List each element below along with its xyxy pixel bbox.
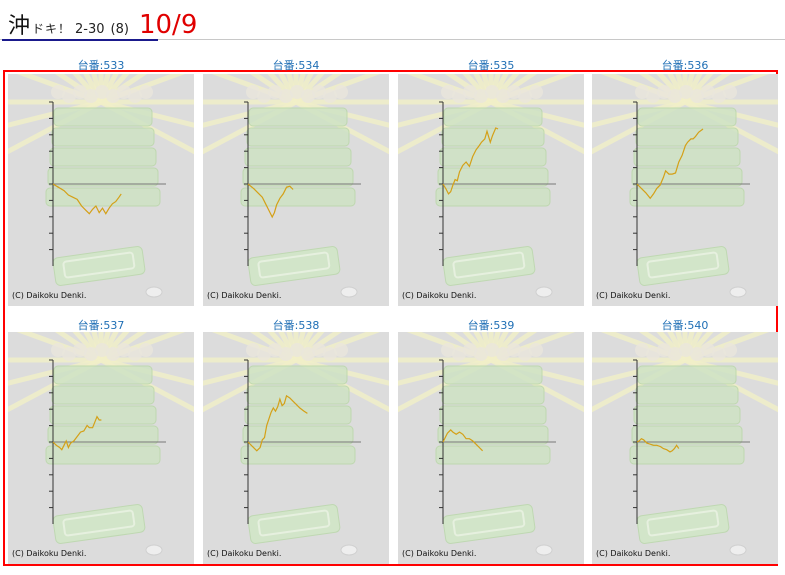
page-title: 沖 ドキ！ 2-30 (8) 10/9 [8, 8, 197, 40]
copyright-text: (C) Daikoku Denki. [12, 549, 87, 558]
slump-graph [8, 332, 194, 556]
slump-graph [8, 74, 194, 298]
date-label: 10/9 [138, 10, 198, 40]
machine-label-535[interactable]: 台番:535 [467, 59, 515, 72]
machine-panel-539[interactable]: (C) Daikoku Denki. [398, 332, 584, 564]
copyright-text: (C) Daikoku Denki. [207, 549, 282, 558]
machine-panel-533[interactable]: (C) Daikoku Denki. [8, 74, 194, 306]
title-main: 沖 [8, 14, 31, 39]
copyright-text: (C) Daikoku Denki. [596, 291, 671, 300]
title-count: (8) [110, 22, 129, 37]
page-header: 沖 ドキ！ 2-30 (8) 10/9 [0, 0, 785, 42]
machine-label-540[interactable]: 台番:540 [661, 319, 709, 332]
slump-graph [203, 332, 389, 556]
machine-label-538[interactable]: 台番:538 [272, 319, 320, 332]
slump-graph [203, 74, 389, 298]
copyright-text: (C) Daikoku Denki. [207, 291, 282, 300]
machine-label-533[interactable]: 台番:533 [77, 59, 125, 72]
machine-label-536[interactable]: 台番:536 [661, 59, 709, 72]
copyright-text: (C) Daikoku Denki. [596, 549, 671, 558]
machine-panel-537[interactable]: (C) Daikoku Denki. [8, 332, 194, 564]
machine-panel-538[interactable]: (C) Daikoku Denki. [203, 332, 389, 564]
header-divider [0, 39, 785, 40]
copyright-text: (C) Daikoku Denki. [402, 291, 477, 300]
copyright-text: (C) Daikoku Denki. [12, 291, 87, 300]
machine-label-539[interactable]: 台番:539 [467, 319, 515, 332]
machine-label-537[interactable]: 台番:537 [77, 319, 125, 332]
header-underline [2, 39, 158, 41]
machine-panel-540[interactable]: (C) Daikoku Denki. [592, 332, 778, 564]
slump-graph [398, 74, 584, 298]
slump-graph [398, 332, 584, 556]
slump-graph [592, 74, 778, 298]
title-number: 2-30 [75, 22, 105, 37]
machine-panel-536[interactable]: (C) Daikoku Denki. [592, 74, 778, 306]
copyright-text: (C) Daikoku Denki. [402, 549, 477, 558]
title-kana: ドキ！ [32, 22, 72, 36]
machine-panel-535[interactable]: (C) Daikoku Denki. [398, 74, 584, 306]
machine-panel-534[interactable]: (C) Daikoku Denki. [203, 74, 389, 306]
slump-graph [592, 332, 778, 556]
machine-label-534[interactable]: 台番:534 [272, 59, 320, 72]
